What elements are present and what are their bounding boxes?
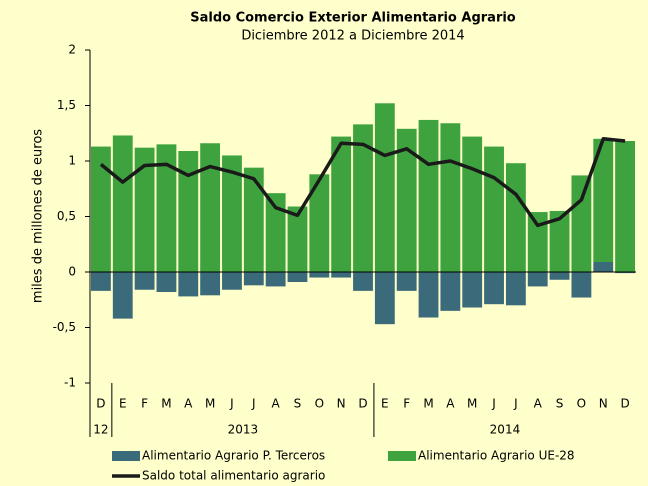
bar	[112, 135, 133, 272]
bar	[265, 272, 286, 287]
bar	[527, 272, 548, 287]
legend-label: Alimentario Agrario P. Terceros	[142, 449, 325, 463]
x-tick-label: A	[184, 397, 193, 411]
bar	[331, 272, 352, 278]
x-tick-label: M	[423, 397, 433, 411]
x-tick-label: J	[491, 397, 496, 411]
y-tick-label: 0,5	[57, 209, 76, 223]
bar	[222, 272, 242, 290]
y-tick-label: -1	[64, 376, 76, 390]
bar	[178, 272, 199, 297]
bar	[134, 272, 155, 290]
x-tick-label: J	[513, 397, 518, 411]
x-tick-label: J	[229, 397, 234, 411]
bar	[527, 212, 548, 272]
bar	[309, 174, 330, 272]
y-tick-label: 0	[68, 265, 76, 279]
bar	[418, 119, 439, 273]
x-tick-label: F	[141, 397, 148, 411]
bar	[156, 272, 177, 292]
legend-label: Saldo total alimentario agrario	[142, 469, 325, 483]
x-tick-label: A	[534, 397, 543, 411]
y-tick-label: 1	[68, 154, 76, 168]
bar	[91, 146, 111, 272]
bar	[222, 155, 242, 272]
y-tick-label: 1,5	[57, 98, 76, 112]
x-tick-label: D	[358, 397, 367, 411]
bar	[418, 272, 439, 318]
x-group-label: 2014	[490, 423, 521, 437]
bar	[462, 272, 483, 308]
chart-subtitle: Diciembre 2012 a Diciembre 2014	[241, 29, 464, 44]
bar	[615, 141, 635, 272]
bar	[549, 272, 570, 280]
x-tick-label: A	[272, 397, 281, 411]
bar	[571, 175, 592, 272]
x-tick-label: S	[294, 397, 302, 411]
x-group-label: 12	[93, 423, 108, 437]
bar	[309, 272, 330, 278]
x-tick-label: M	[205, 397, 215, 411]
bar	[331, 136, 352, 272]
bar	[287, 206, 308, 272]
bar	[549, 210, 570, 272]
bar	[178, 151, 199, 272]
bar	[374, 103, 395, 272]
x-tick-label: N	[599, 397, 608, 411]
legend-label: Alimentario Agrario UE-28	[418, 449, 575, 463]
bar	[353, 124, 373, 273]
x-group-label: 2013	[228, 423, 259, 437]
bar	[505, 272, 526, 306]
x-tick-label: J	[251, 397, 256, 411]
x-tick-label: D	[620, 397, 629, 411]
bar	[440, 272, 461, 311]
x-tick-label: D	[96, 397, 105, 411]
bar	[134, 147, 155, 272]
y-tick-label: -0,5	[53, 320, 76, 334]
bar	[243, 167, 264, 272]
bar	[505, 163, 526, 272]
line	[99, 137, 626, 228]
x-tick-label: F	[403, 397, 410, 411]
bar	[353, 272, 373, 291]
x-tick-label: E	[119, 397, 127, 411]
bar	[91, 272, 111, 291]
bar	[396, 128, 417, 272]
bar	[112, 272, 133, 319]
legend-swatch	[112, 451, 140, 461]
bar	[462, 136, 483, 272]
bar	[243, 272, 264, 286]
chart-title: Saldo Comercio Exterior Alimentario Agra…	[190, 11, 516, 26]
x-tick-label: N	[337, 397, 346, 411]
bar	[374, 272, 395, 325]
bar	[265, 193, 286, 272]
x-tick-label: A	[446, 397, 455, 411]
legend-swatch	[388, 451, 416, 461]
bar	[484, 146, 504, 272]
bar	[440, 123, 461, 272]
x-tick-label: O	[315, 397, 324, 411]
bar	[593, 262, 614, 272]
bar	[156, 144, 177, 272]
bar	[484, 272, 504, 305]
y-axis-label: miles de millones de euros	[31, 129, 46, 303]
bar	[200, 272, 221, 296]
x-tick-label: M	[161, 397, 171, 411]
bar	[593, 138, 614, 263]
x-tick-label: E	[381, 397, 389, 411]
y-tick-label: 2	[68, 43, 76, 57]
x-tick-label: M	[467, 397, 477, 411]
bar	[615, 272, 635, 274]
x-tick-label: O	[577, 397, 586, 411]
bar	[571, 272, 592, 298]
bar	[287, 272, 308, 282]
bar	[396, 272, 417, 291]
x-tick-label: S	[556, 397, 564, 411]
bar	[200, 143, 221, 272]
